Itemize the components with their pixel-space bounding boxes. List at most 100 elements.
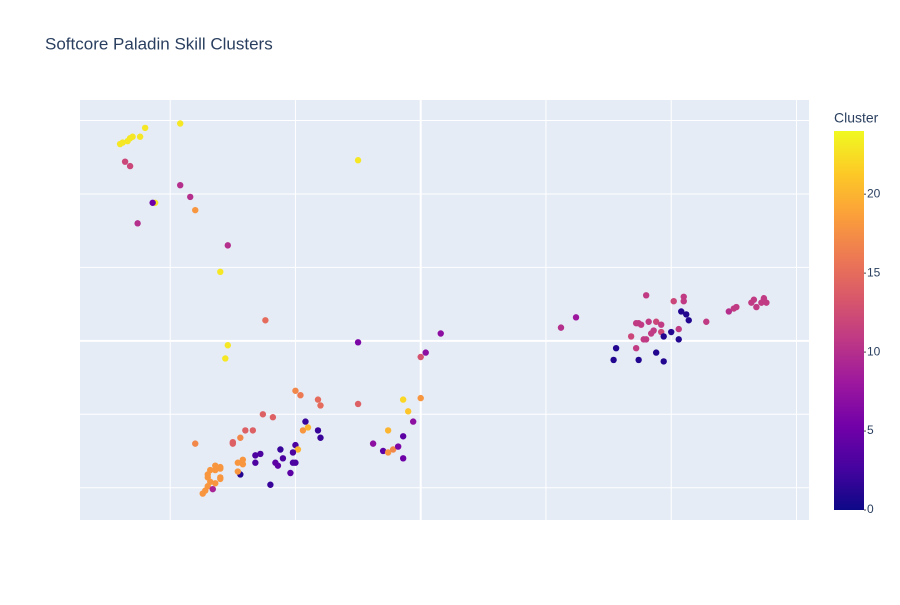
point (192, 440, 199, 447)
point (640, 336, 647, 343)
point (317, 434, 324, 441)
point (683, 311, 690, 318)
point (417, 353, 424, 361)
point (314, 427, 322, 434)
point (379, 447, 387, 455)
point (642, 292, 650, 299)
point (680, 297, 687, 305)
point (289, 459, 297, 466)
colorbar-ticks: 0 5 10 15 20 (864, 186, 881, 516)
point (384, 449, 392, 456)
point (292, 387, 299, 394)
point (259, 411, 267, 418)
point (675, 336, 682, 343)
point (610, 356, 617, 364)
point (437, 330, 444, 337)
plot-background (80, 100, 809, 520)
point (399, 433, 407, 440)
point (212, 480, 219, 487)
point (242, 427, 249, 434)
point (249, 427, 257, 434)
point (668, 328, 675, 336)
point (224, 242, 232, 249)
point (409, 418, 417, 425)
point (304, 424, 312, 431)
point (136, 133, 144, 140)
point (262, 317, 269, 324)
chart-title: Softcore Paladin Skill Clusters (45, 34, 273, 53)
point (557, 324, 565, 331)
point (389, 446, 397, 453)
point (274, 462, 282, 469)
point (660, 358, 667, 365)
colorbar-tick-label: 20 (867, 186, 881, 200)
points (116, 120, 770, 497)
point (134, 220, 141, 227)
colorbar-tick-label: 10 (867, 344, 881, 358)
point (267, 481, 274, 488)
point (289, 449, 297, 456)
point (239, 456, 247, 463)
point (422, 349, 429, 356)
point (279, 455, 287, 462)
point (354, 339, 362, 346)
point (417, 394, 424, 402)
point (760, 296, 768, 303)
point (217, 268, 224, 276)
point (652, 349, 660, 356)
point (685, 317, 692, 324)
point (678, 308, 685, 315)
point (660, 333, 667, 340)
point (753, 303, 760, 311)
point (234, 459, 242, 466)
point (192, 206, 199, 214)
point (302, 418, 309, 425)
point (224, 342, 232, 349)
point (314, 396, 322, 403)
point (212, 466, 219, 474)
point (317, 402, 324, 409)
point (177, 181, 184, 189)
point (229, 440, 237, 447)
point (121, 158, 129, 165)
colorbar (834, 131, 864, 510)
point (680, 293, 687, 300)
point (657, 321, 665, 328)
point (217, 465, 224, 472)
colorbar-tick-label: 0 (867, 502, 874, 516)
point (703, 318, 710, 325)
point (294, 446, 302, 453)
point (354, 400, 362, 408)
point (635, 356, 642, 364)
point (627, 333, 635, 340)
point (647, 330, 655, 337)
point (239, 460, 247, 468)
point (637, 321, 645, 328)
grid (80, 100, 809, 520)
point (612, 344, 620, 352)
point (212, 462, 219, 469)
point (222, 355, 229, 362)
colorbar-tick-label: 15 (867, 265, 881, 279)
point (645, 318, 652, 325)
point (299, 427, 307, 434)
point (652, 318, 660, 325)
point (399, 396, 407, 403)
point (129, 133, 136, 140)
point (632, 344, 640, 352)
point (670, 297, 677, 305)
point (217, 474, 224, 481)
point (404, 408, 412, 415)
point (354, 157, 362, 164)
point (126, 162, 134, 170)
point (733, 303, 740, 311)
point (119, 139, 126, 146)
point (234, 468, 242, 475)
point (384, 427, 392, 434)
point (187, 193, 194, 201)
point (287, 469, 294, 477)
point (269, 414, 277, 421)
point (141, 124, 149, 132)
